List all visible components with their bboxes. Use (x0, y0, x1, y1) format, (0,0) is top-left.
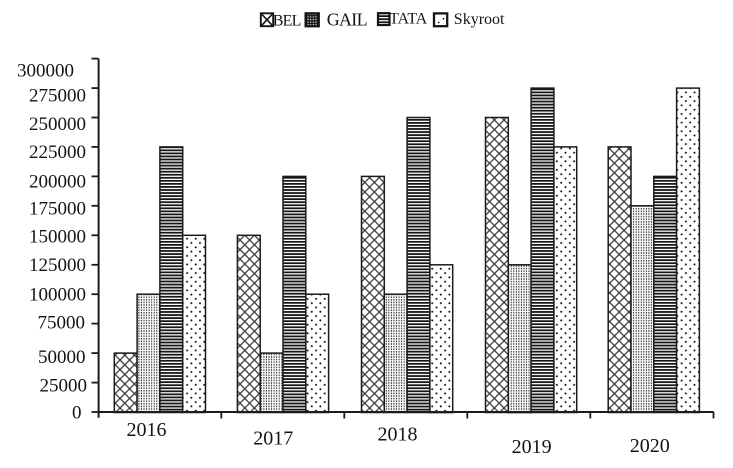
svg-text:75000: 75000 (38, 313, 86, 334)
svg-text:0: 0 (72, 402, 82, 423)
svg-text:TATA: TATA (389, 11, 427, 28)
svg-text:125000: 125000 (29, 255, 86, 276)
svg-text:2019: 2019 (512, 436, 552, 458)
svg-text:Skyroot: Skyroot (454, 11, 505, 28)
svg-text:50000: 50000 (38, 347, 86, 368)
svg-text:200000: 200000 (29, 172, 86, 193)
svg-text:25000: 25000 (40, 375, 88, 396)
svg-text:100000: 100000 (29, 284, 86, 305)
svg-text:BEL: BEL (273, 12, 301, 29)
svg-text:150000: 150000 (29, 226, 86, 247)
svg-text:275000: 275000 (29, 85, 86, 106)
svg-text:300000: 300000 (17, 61, 74, 82)
svg-text:GAIL: GAIL (327, 10, 367, 30)
svg-text:175000: 175000 (29, 198, 86, 219)
svg-text:2016: 2016 (127, 419, 167, 441)
svg-text:225000: 225000 (29, 142, 86, 163)
svg-text:2018: 2018 (378, 424, 418, 446)
svg-text:2020: 2020 (630, 435, 670, 457)
svg-text:250000: 250000 (29, 114, 86, 135)
svg-text:2017: 2017 (253, 428, 293, 450)
